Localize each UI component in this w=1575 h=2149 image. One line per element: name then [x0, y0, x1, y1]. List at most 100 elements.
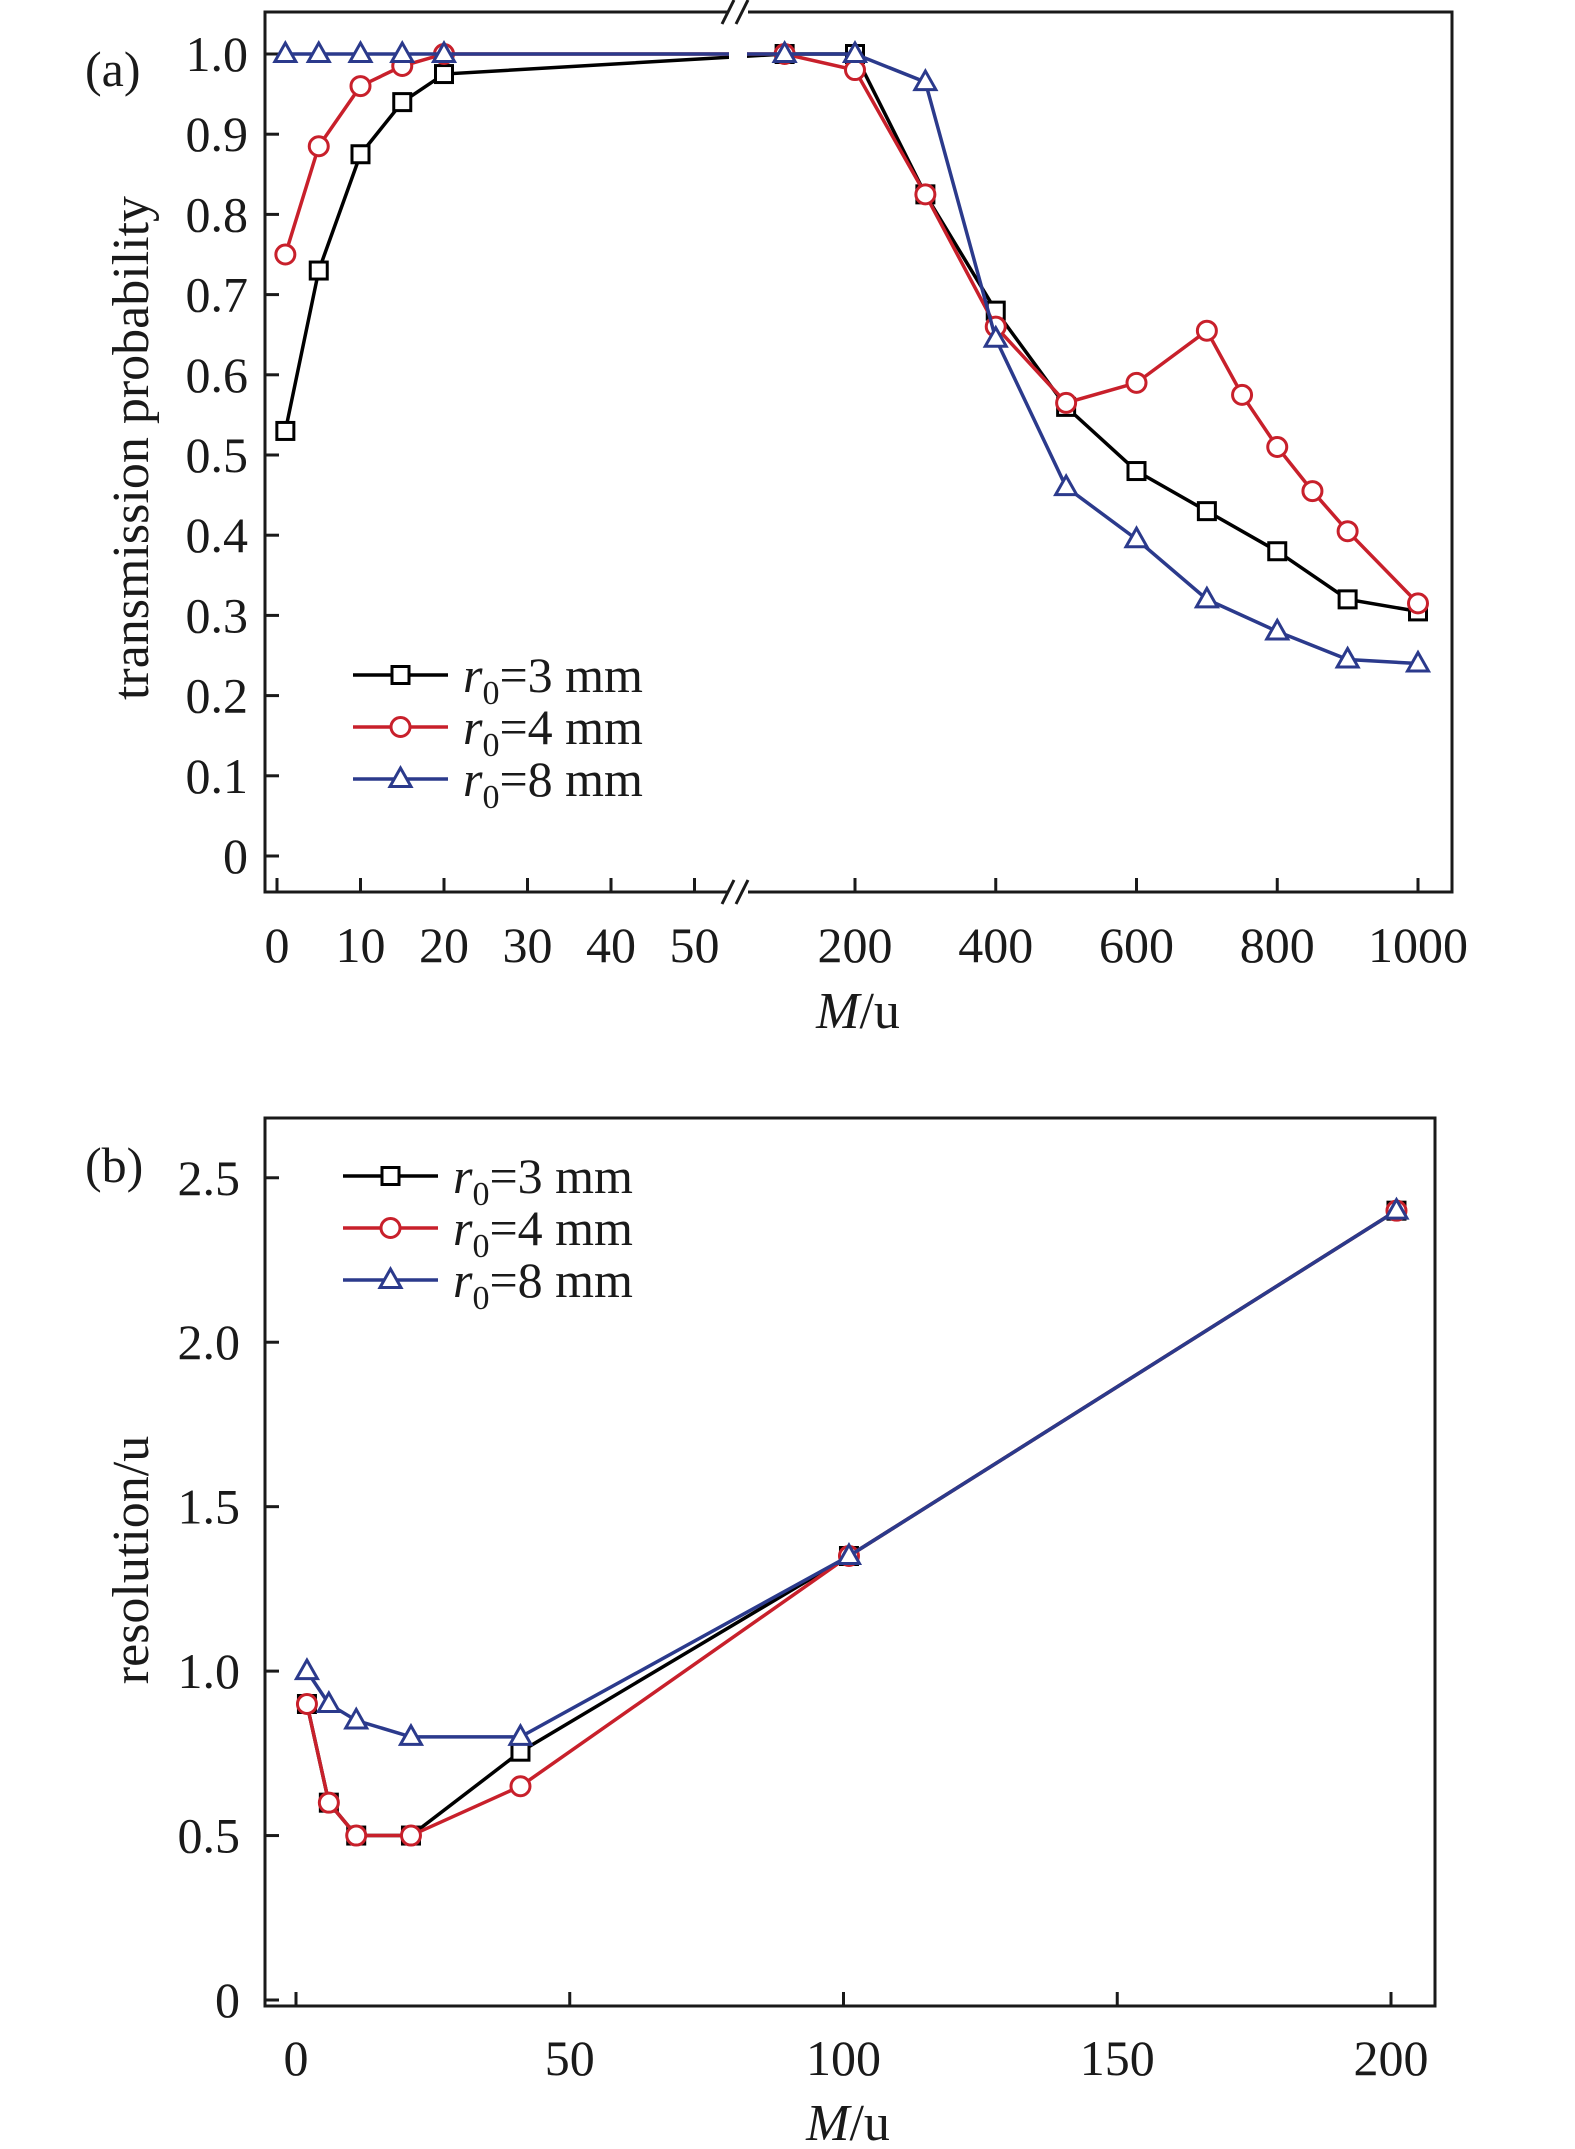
data-point-square	[350, 144, 371, 165]
panel-a-axis-break	[720, 0, 750, 905]
x-tick-label: 40	[586, 917, 636, 973]
panel-b-label: (b)	[85, 1137, 143, 1193]
data-point-circle	[307, 135, 330, 158]
data-point-circle	[399, 1824, 422, 1847]
x-tick-label: 600	[1099, 917, 1174, 973]
panel-a-x-axis-title: M/u	[815, 983, 900, 1040]
series-circle	[274, 43, 1429, 615]
data-point-circle	[317, 1791, 340, 1814]
panel-b-x-axis-title: M/u	[805, 2095, 890, 2149]
series-line	[283, 52, 1419, 614]
legend-label-text: =3 mm	[489, 1148, 633, 1204]
legend-label-text: =8 mm	[499, 751, 643, 807]
y-tick-label: 0.4	[186, 507, 249, 563]
data-point-circle	[1407, 592, 1429, 615]
data-point-circle	[1125, 371, 1148, 394]
legend-label-variable: r	[463, 647, 483, 703]
break-slash	[720, 0, 736, 25]
panel-a-label: (a)	[85, 41, 141, 97]
panel-b-x-axis-title-unit: /u	[849, 2095, 889, 2149]
legend-label: r0=3 mm	[463, 647, 643, 712]
legend-circle-marker	[389, 716, 412, 738]
data-point-triangle	[305, 39, 332, 63]
data-point-triangle	[1404, 649, 1432, 673]
legend-label-subscript: 0	[472, 1228, 489, 1265]
break-slash	[720, 879, 736, 905]
series-break-gap	[729, 40, 747, 68]
legend-entry: r0=3 mm	[353, 647, 643, 712]
data-point-circle	[274, 243, 297, 266]
y-tick-label: 0.1	[186, 748, 249, 804]
legend-square-marker	[390, 665, 411, 685]
data-point-square	[1126, 461, 1147, 482]
y-tick-label: 1.0	[178, 1643, 241, 1699]
panel-b-axis-ticks: 0 0.5 1.0 1.5 2.0 2.5 0 50 100 150 200	[178, 1150, 1429, 2086]
y-tick-label: 0.5	[178, 1808, 241, 1864]
data-point-circle	[1266, 435, 1289, 458]
series-line	[285, 52, 1419, 666]
legend-entry: r0=4 mm	[343, 1200, 633, 1265]
data-point-square	[392, 92, 413, 113]
data-point-circle	[914, 183, 937, 206]
data-point-triangle	[1334, 645, 1361, 669]
data-point-triangle	[1053, 473, 1080, 497]
data-point-triangle	[912, 68, 939, 92]
legend-triangle-marker	[377, 1265, 404, 1289]
legend-label-subscript: 0	[472, 1176, 489, 1213]
data-point-triangle	[397, 1722, 425, 1746]
x-tick-label: 30	[503, 917, 553, 973]
data-point-circle	[1336, 520, 1359, 543]
y-tick-label: 0.3	[186, 587, 249, 643]
data-point-circle	[1301, 480, 1324, 503]
legend-entry: r0=3 mm	[343, 1148, 633, 1213]
data-point-triangle	[841, 39, 869, 63]
legend-square-marker	[380, 1166, 401, 1186]
data-point-circle	[295, 1693, 318, 1715]
panel-b-y-axis-title: resolution/u	[103, 1436, 160, 1684]
legend-label-subscript: 0	[482, 779, 499, 816]
data-point-triangle	[1123, 525, 1150, 549]
x-tick-label: 50	[670, 917, 720, 973]
data-point-square	[1267, 541, 1288, 562]
panel-b-series	[293, 1196, 1410, 1847]
data-point-circle	[844, 59, 866, 82]
y-tick-label: 0	[223, 828, 248, 884]
y-tick-label: 0.9	[186, 106, 249, 162]
break-slash	[734, 0, 750, 25]
x-tick-label: 50	[545, 2030, 595, 2086]
data-point-circle	[1231, 383, 1254, 406]
data-point-triangle	[771, 39, 798, 63]
series-square	[275, 44, 1428, 622]
data-point-square	[1337, 589, 1358, 610]
legend-label-text: =4 mm	[489, 1200, 633, 1256]
panel-b-x-axis-title-variable: M	[805, 2095, 852, 2149]
legend-entry: r0=8 mm	[353, 751, 643, 816]
data-point-triangle	[507, 1722, 534, 1746]
data-point-triangle	[1193, 585, 1220, 609]
data-point-circle	[1195, 319, 1218, 342]
y-tick-label: 0	[215, 1972, 240, 2028]
data-point-triangle	[315, 1689, 342, 1713]
y-tick-label: 2.5	[178, 1150, 241, 1206]
data-point-square	[434, 64, 454, 85]
legend-entry: r0=4 mm	[353, 699, 643, 764]
data-point-triangle	[982, 324, 1009, 348]
data-point-triangle	[1383, 1196, 1410, 1220]
y-tick-label: 0.5	[186, 427, 249, 483]
panel-a-x-axis-title-variable: M	[815, 983, 862, 1040]
break-slash	[734, 879, 750, 905]
data-point-triangle	[272, 39, 299, 63]
legend-label-variable: r	[463, 751, 483, 807]
data-point-circle	[345, 1824, 368, 1847]
data-point-square	[308, 260, 329, 281]
panel-a-plot-frame	[263, 10, 1454, 894]
y-tick-label: 2.0	[178, 1314, 241, 1370]
y-tick-label: 1.0	[186, 26, 249, 82]
y-tick-label: 0.8	[186, 186, 249, 242]
y-tick-label: 1.5	[178, 1479, 241, 1535]
x-tick-label: 0	[265, 917, 290, 973]
x-tick-label: 10	[336, 917, 386, 973]
